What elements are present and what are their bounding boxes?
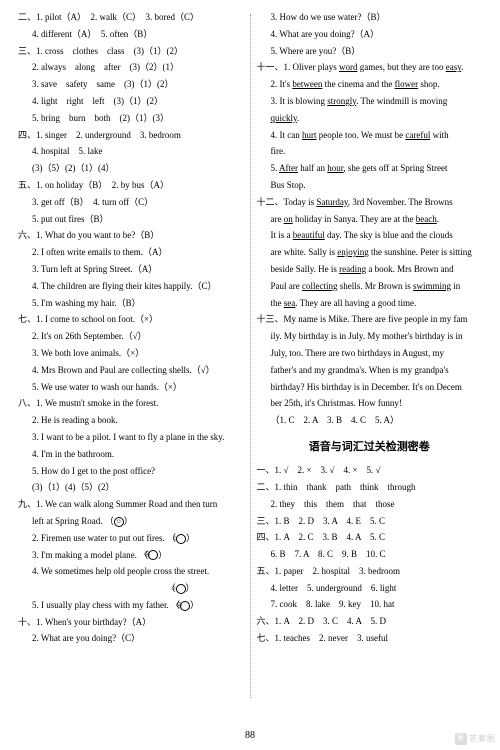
text-line: 5. How do I get to the post office? xyxy=(18,464,244,479)
text-line: 3. Turn left at Spring Street.（A） xyxy=(18,262,244,277)
text-line: 五、1. paper 2. hospital 3. bedroom xyxy=(257,564,483,579)
text-line: Paul are collecting shells. Mr Brown is … xyxy=(257,279,483,294)
text-line: 三、1. cross clothes class (3)（1）(2） xyxy=(18,44,244,59)
text-line: 4. hospital 5. lake xyxy=(18,144,244,159)
text-line: 4. Mrs Brown and Paul are collecting she… xyxy=(18,363,244,378)
text-line: birthday? His birthday is in December. I… xyxy=(257,380,483,395)
watermark-icon: 案 xyxy=(455,733,467,745)
text-line: 2. He is reading a book. xyxy=(18,413,244,428)
text-line: 2. It's between the cinema and the flowe… xyxy=(257,77,483,92)
text-line: 一、1. √ 2. × 3. √ 4. × 5. √ xyxy=(257,463,483,478)
text-line: Bus Stop. xyxy=(257,178,483,193)
text-line: 二、1. pilot（A） 2. walk（C） 3. bored（C） xyxy=(18,10,244,25)
text-line: It is a beautiful day. The sky is blue a… xyxy=(257,228,483,243)
text-line: father's and my grandma's. When is my gr… xyxy=(257,363,483,378)
text-line: 4. I'm in the bathroom. xyxy=(18,447,244,462)
left-column: 二、1. pilot（A） 2. walk（C） 3. bored（C） 4. d… xyxy=(12,10,250,728)
text-line: 5. I usually play chess with my father. … xyxy=(18,598,244,613)
section-title: 语音与词汇过关检测密卷 xyxy=(257,438,483,457)
text-line: 6. B 7. A 8. C 9. B 10. C xyxy=(257,547,483,562)
text-line: 五、1. on holiday（B） 2. by bus（A） xyxy=(18,178,244,193)
right-column: 3. How do we use water?（B） 4. What are yo… xyxy=(251,10,489,728)
text-line: left at Spring Road. （☺） xyxy=(18,514,244,529)
text-line: 5. Where are you?（B） xyxy=(257,44,483,59)
text-line: 4. different（A） 5. often（B） xyxy=(18,27,244,42)
text-line: 四、1. singer 2. underground 3. bedroom xyxy=(18,128,244,143)
text-line: are white. Sally is enjoying the sunshin… xyxy=(257,245,483,260)
page-number: 88 xyxy=(0,727,500,744)
watermark: 案 答案圈 xyxy=(455,732,496,746)
text-line: 3. save safety same (3)（1）(2） xyxy=(18,77,244,92)
text-line: 十二、Today is Saturday, 3rd November. The … xyxy=(257,195,483,210)
text-line: 4. The children are flying their kites h… xyxy=(18,279,244,294)
text-line: 3. I want to be a pilot. I want to fly a… xyxy=(18,430,244,445)
text-line: 4. light right left (3)（1）(2） xyxy=(18,94,244,109)
text-line: 2. they this them that those xyxy=(257,497,483,512)
text-line: (3)（1）(4)（5）(2） xyxy=(18,480,244,495)
text-line: 5. After half an hour, she gets off at S… xyxy=(257,161,483,176)
text-line: （1. C 2. A 3. B 4. C 5. A） xyxy=(257,413,483,428)
text-line: fire. xyxy=(257,144,483,159)
text-line: 二、1. thin thank path think through xyxy=(257,480,483,495)
watermark-text: 答案圈 xyxy=(469,732,496,746)
text-line: 3. get off（B） 4. turn off（C） xyxy=(18,195,244,210)
text-line: (3)（5）(2)（1）(4） xyxy=(18,161,244,176)
text-line: 5. put out fires（B） xyxy=(18,212,244,227)
text-line: the sea. They are all having a good time… xyxy=(257,296,483,311)
text-line: 七、1. teaches 2. never 3. useful xyxy=(257,631,483,646)
text-line: 2. always along after (3)（2）(1） xyxy=(18,60,244,75)
text-line: 十三、My name is Mike. There are five peopl… xyxy=(257,312,483,327)
text-line: ber 25th, it's Christmas. How funny! xyxy=(257,396,483,411)
text-line: 5. I'm washing my hair.（B） xyxy=(18,296,244,311)
text-line: 5. We use water to wash our hands.（×） xyxy=(18,380,244,395)
text-line: 3. It is blowing strongly. The windmill … xyxy=(257,94,483,109)
text-line: 四、1. A 2. C 3. B 4. A 5. C xyxy=(257,530,483,545)
text-line: 3. We both love animals.（×） xyxy=(18,346,244,361)
text-line: 2. It's on 26th September.（√） xyxy=(18,329,244,344)
text-line: 2. What are you doing?（C） xyxy=(18,631,244,646)
text-line: 4. What are you doing?（A） xyxy=(257,27,483,42)
text-line: ily. My birthday is in July. My mother's… xyxy=(257,329,483,344)
text-line: 2. I often write emails to them.（A） xyxy=(18,245,244,260)
page: 二、1. pilot（A） 2. walk（C） 3. bored（C） 4. d… xyxy=(0,0,500,750)
text-line: 3. How do we use water?（B） xyxy=(257,10,483,25)
text-line: 七、1. I come to school on foot.（×） xyxy=(18,312,244,327)
text-line: （☺） xyxy=(18,581,244,596)
text-line: 十一、1. Oliver plays word games, but they … xyxy=(257,60,483,75)
text-line: 三、1. B 2. D 3. A 4. E 5. C xyxy=(257,514,483,529)
text-line: 十、1. When's your birthday?（A） xyxy=(18,615,244,630)
text-line: 六、1. What do you want to be?（B） xyxy=(18,228,244,243)
text-line: 九、1. We can walk along Summer Road and t… xyxy=(18,497,244,512)
text-line: 4. We sometimes help old people cross th… xyxy=(18,564,244,579)
text-line: are on holiday in Sanya. They are at the… xyxy=(257,212,483,227)
text-line: beside Sally. He is reading a book. Mrs … xyxy=(257,262,483,277)
text-line: quickly. xyxy=(257,111,483,126)
text-line: 5. bring burn both (2)（1）(3） xyxy=(18,111,244,126)
text-line: 2. Firemen use water to put out fires. （… xyxy=(18,531,244,546)
text-line: 3. I'm making a model plane. （☹） xyxy=(18,548,244,563)
text-line: July, too. There are two birthdays in Au… xyxy=(257,346,483,361)
text-line: 7. cook 8. lake 9. key 10. hat xyxy=(257,597,483,612)
text-line: 八、1. We mustn't smoke in the forest. xyxy=(18,396,244,411)
text-line: 4. letter 5. underground 6. light xyxy=(257,581,483,596)
text-line: 六、1. A 2. D 3. C 4. A 5. D xyxy=(257,614,483,629)
text-line: 4. It can hurt people too. We must be ca… xyxy=(257,128,483,143)
